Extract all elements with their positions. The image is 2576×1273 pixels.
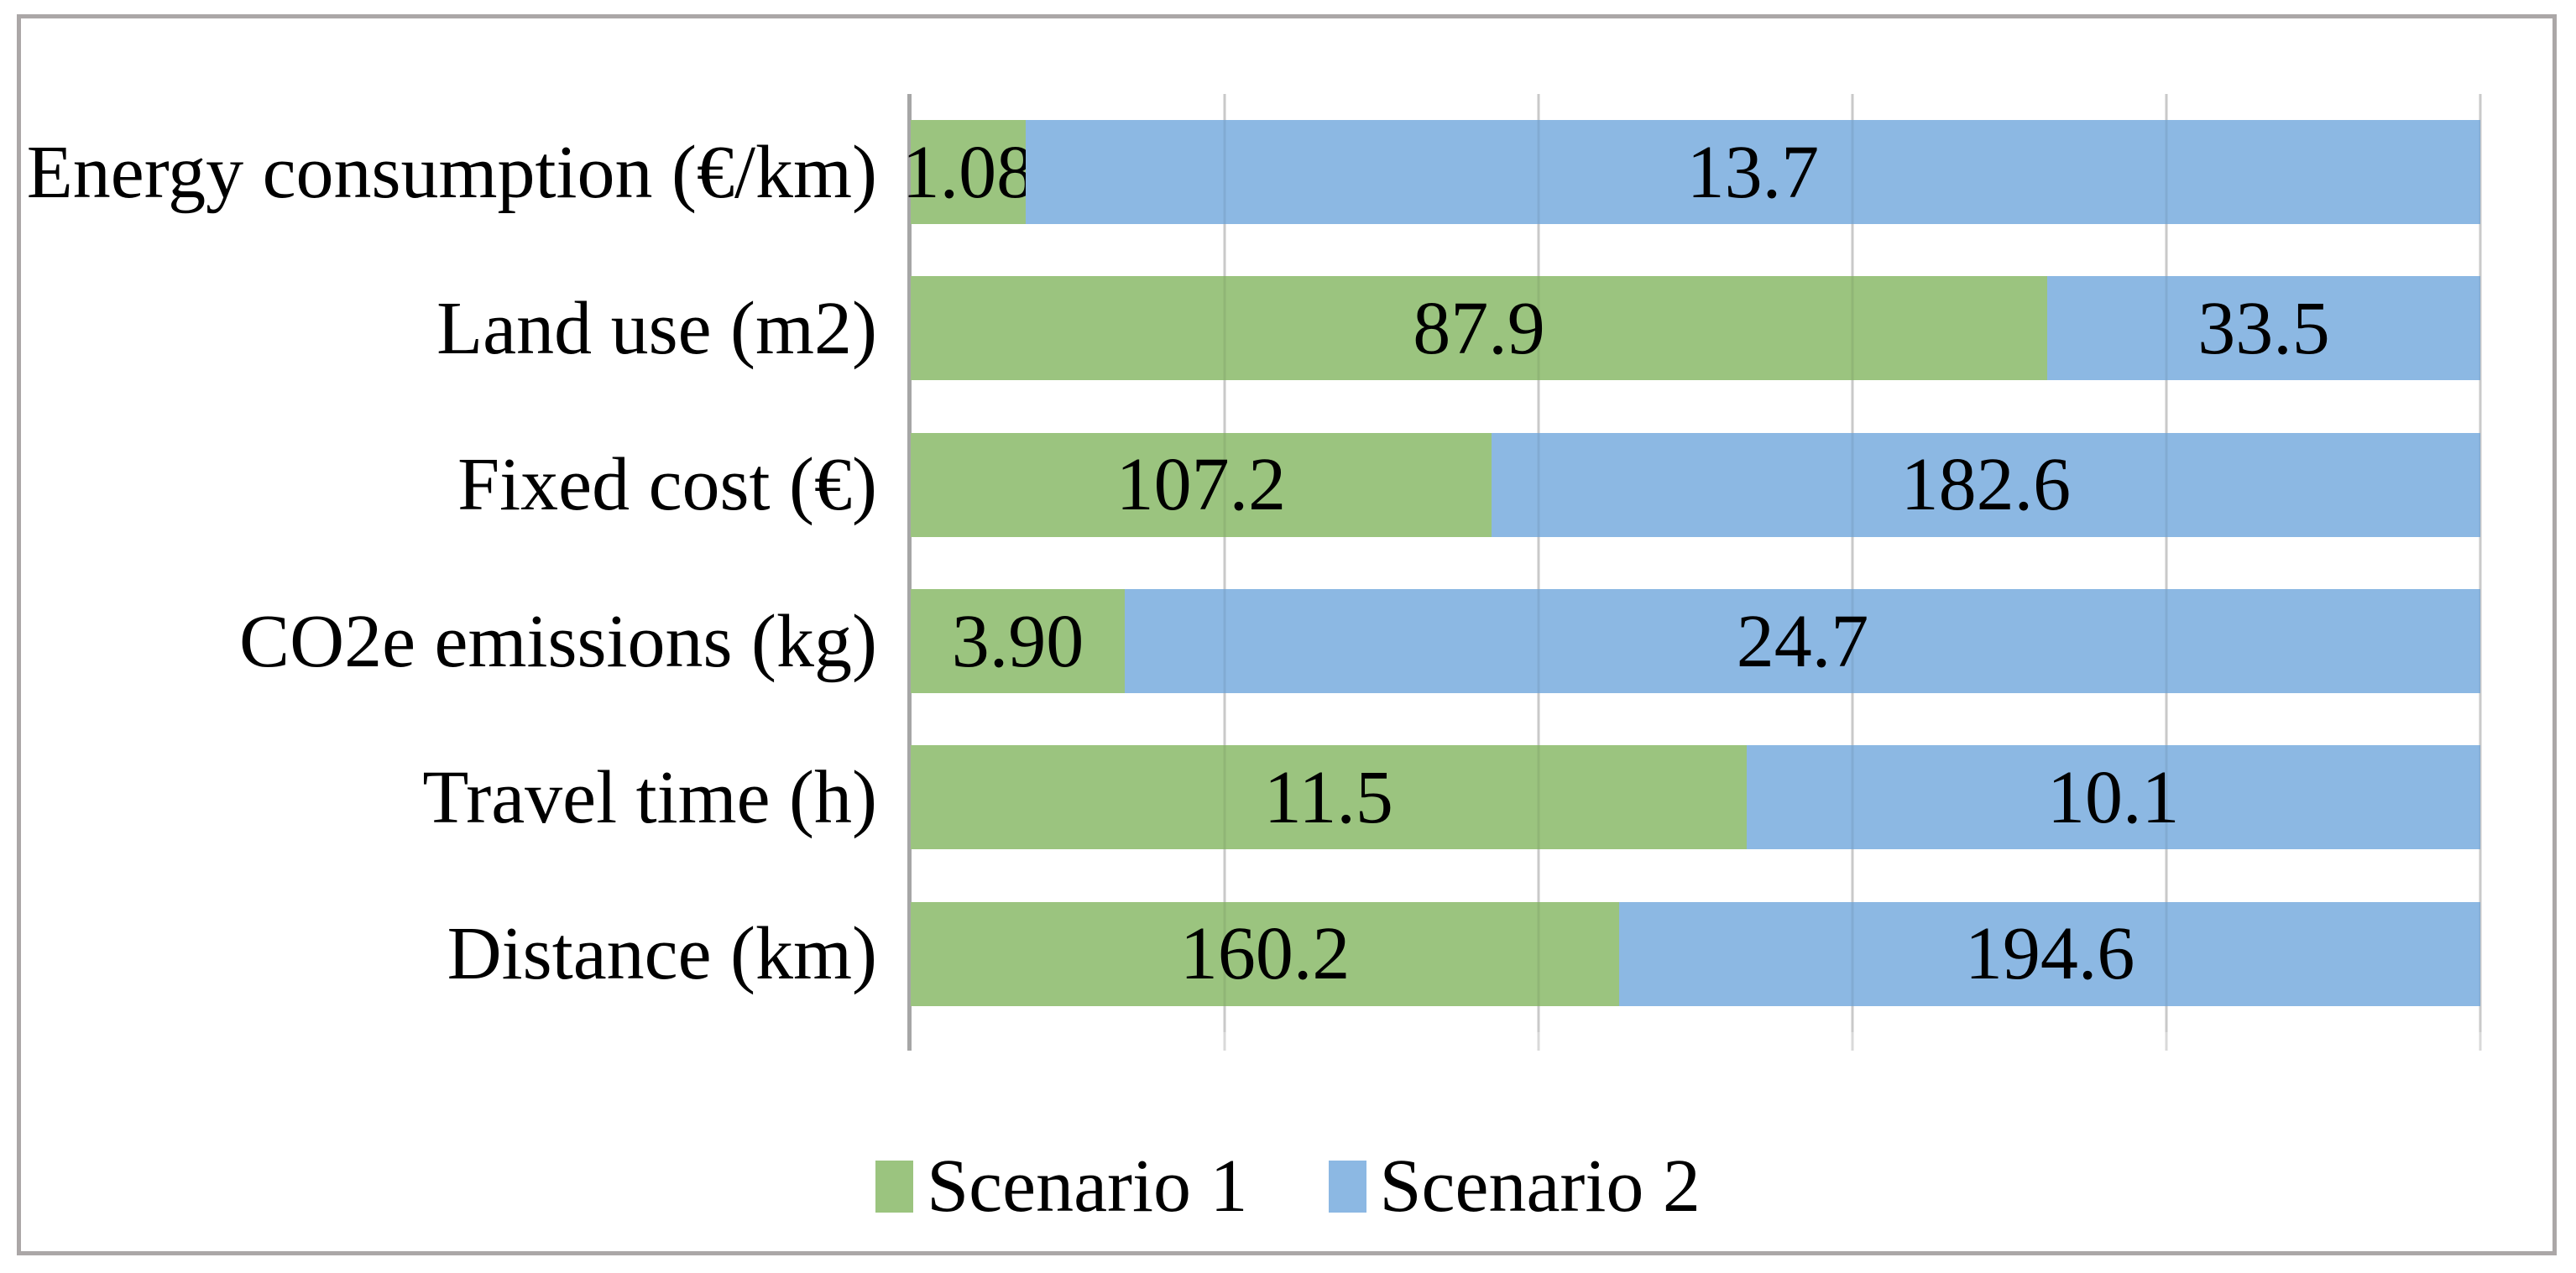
bar-segment-scenario2: 182.6 bbox=[1491, 432, 2480, 537]
data-label: 194.6 bbox=[1964, 912, 2135, 996]
legend-item-scenario2: Scenario 2 bbox=[1328, 1143, 1701, 1229]
bar-segment-scenario2: 194.6 bbox=[1619, 901, 2480, 1006]
bar-row: 160.2 194.6 bbox=[911, 876, 2480, 1032]
bar-row: 3.90 24.7 bbox=[911, 563, 2480, 719]
category-label: Distance (km) bbox=[447, 912, 877, 996]
bar-segment-scenario2: 13.7 bbox=[1025, 120, 2480, 225]
data-label: 24.7 bbox=[1736, 599, 1869, 683]
plot-gridlines bbox=[907, 94, 2482, 1051]
bar-segment-scenario1: 11.5 bbox=[911, 745, 1747, 850]
bar-segment-scenario1: 1.08 bbox=[902, 120, 1034, 225]
data-label: 10.1 bbox=[2047, 755, 2180, 839]
plot-area: 1.08 13.7 87.9 33.5 107.2 182.6 3.90 24.… bbox=[902, 94, 2482, 1032]
bar-segment-scenario2: 24.7 bbox=[1125, 589, 2480, 694]
bar-row: 11.5 10.1 bbox=[911, 719, 2480, 875]
legend-label-scenario1: Scenario 1 bbox=[927, 1145, 1248, 1228]
legend-swatch-scenario1 bbox=[875, 1160, 914, 1213]
data-label: 160.2 bbox=[1179, 912, 1351, 996]
category-label: Travel time (h) bbox=[422, 755, 877, 839]
category-axis-labels: Energy consumption (€/km) Land use (m2) … bbox=[26, 94, 877, 1032]
gridline-100pct bbox=[2479, 94, 2482, 1051]
bar-segment-scenario1: 107.2 bbox=[911, 432, 1492, 537]
category-label: Land use (m2) bbox=[436, 286, 877, 370]
bar-row: 1.08 13.7 bbox=[902, 94, 2480, 250]
legend-item-scenario1: Scenario 1 bbox=[875, 1143, 1248, 1229]
data-label: 33.5 bbox=[2197, 286, 2330, 370]
category-axis-line bbox=[907, 94, 912, 1051]
legend-label-scenario2: Scenario 2 bbox=[1379, 1145, 1701, 1228]
data-label: 13.7 bbox=[1686, 130, 1820, 214]
gridline-60pct bbox=[1851, 94, 1854, 1051]
bar-segment-scenario1: 160.2 bbox=[911, 901, 1620, 1006]
stacked-bar: 1.08 13.7 bbox=[902, 120, 2480, 225]
bar-segment-scenario2: 10.1 bbox=[1746, 745, 2480, 850]
data-label: 107.2 bbox=[1116, 443, 1287, 527]
gridline-80pct bbox=[2165, 94, 2168, 1051]
gridline-40pct bbox=[1537, 94, 1540, 1051]
data-label: 3.90 bbox=[951, 599, 1084, 683]
bar-segment-scenario2: 33.5 bbox=[2046, 276, 2480, 381]
data-label: 11.5 bbox=[1263, 755, 1393, 839]
stacked-bar: 3.90 24.7 bbox=[911, 589, 2480, 694]
bar-segment-scenario1: 87.9 bbox=[911, 276, 2047, 381]
data-label: 1.08 bbox=[901, 130, 1035, 214]
bar-row: 87.9 33.5 bbox=[911, 250, 2480, 406]
bar-segment-scenario1: 3.90 bbox=[911, 589, 1125, 694]
bar-row: 107.2 182.6 bbox=[911, 407, 2480, 563]
data-label: 87.9 bbox=[1413, 286, 1545, 370]
category-label: Fixed cost (€) bbox=[457, 443, 877, 527]
category-label: CO2e emissions (kg) bbox=[239, 599, 877, 683]
stacked-bar: 11.5 10.1 bbox=[911, 745, 2480, 850]
gridline-20pct bbox=[1223, 94, 1226, 1051]
legend-swatch-scenario2 bbox=[1328, 1160, 1366, 1213]
stacked-bar: 107.2 182.6 bbox=[911, 432, 2480, 537]
stacked-bar: 160.2 194.6 bbox=[911, 901, 2480, 1006]
legend: Scenario 1 Scenario 2 bbox=[0, 1143, 2576, 1229]
stacked-bar: 87.9 33.5 bbox=[911, 276, 2480, 381]
data-label: 182.6 bbox=[1900, 443, 2072, 527]
category-label: Energy consumption (€/km) bbox=[26, 130, 877, 214]
